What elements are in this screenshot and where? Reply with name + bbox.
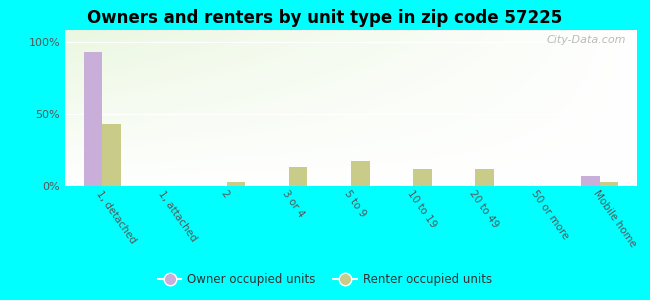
Bar — [84, 52, 102, 186]
Bar — [581, 176, 600, 186]
Bar — [102, 124, 121, 186]
Bar — [600, 182, 618, 186]
Bar — [413, 169, 432, 186]
Legend: Owner occupied units, Renter occupied units: Owner occupied units, Renter occupied un… — [153, 269, 497, 291]
Bar — [475, 169, 494, 186]
Text: City-Data.com: City-Data.com — [546, 35, 625, 45]
Bar — [227, 182, 245, 186]
Text: Owners and renters by unit type in zip code 57225: Owners and renters by unit type in zip c… — [87, 9, 563, 27]
Bar — [289, 167, 307, 186]
Bar — [351, 161, 370, 186]
